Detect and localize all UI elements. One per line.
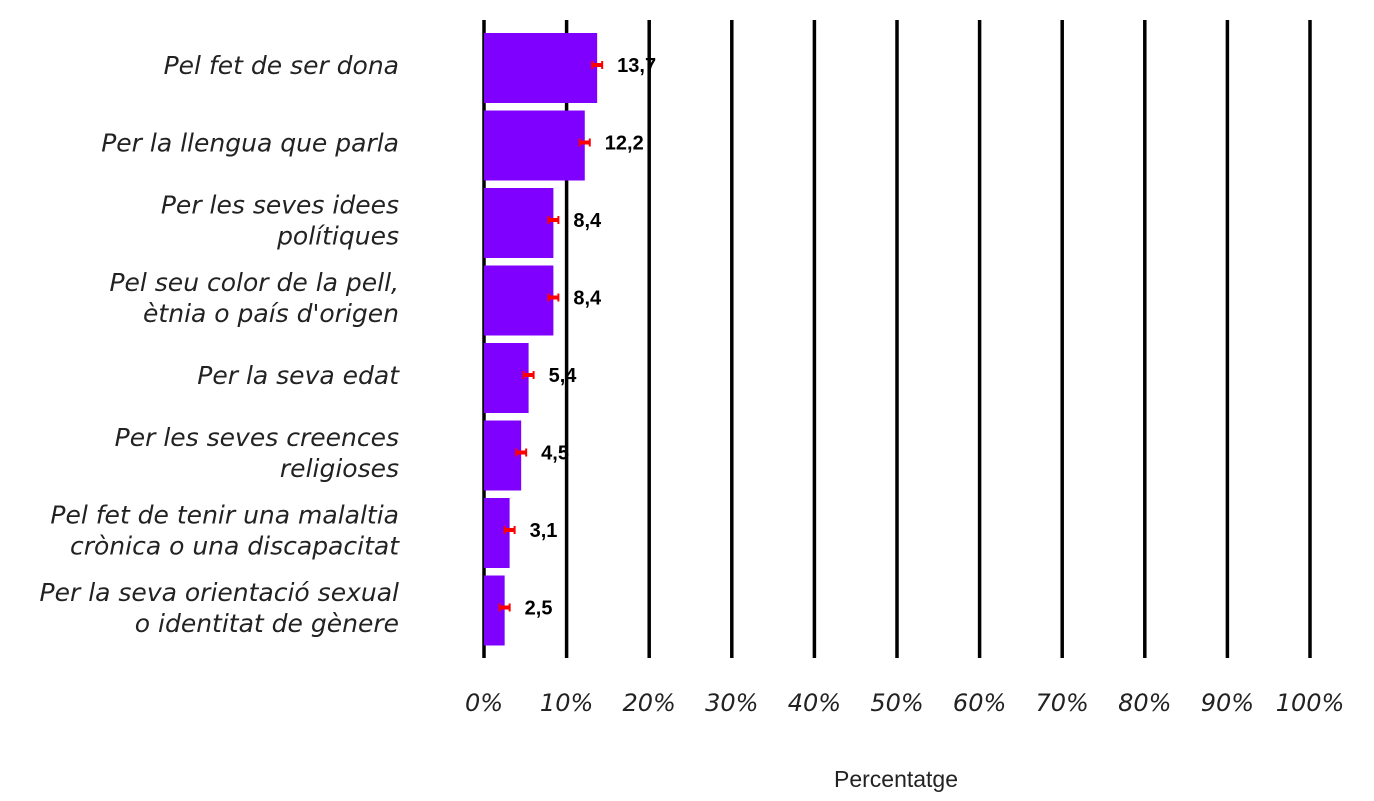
value-label: 12,2 [605, 133, 644, 155]
x-tick-labels: 0% 10% 20% 30% 40% 50% 60% 70% 80% 90% 100% [465, 689, 1344, 717]
error-bars [498, 61, 604, 612]
bar [484, 188, 554, 258]
x-tick-label: 70% [1036, 689, 1089, 717]
bar [484, 33, 598, 103]
category-label: Pel fet de tenir una malaltia crònica o u… [50, 501, 400, 561]
value-label: 4,5 [541, 443, 569, 465]
bar [484, 265, 554, 336]
error-bar [547, 293, 560, 302]
category-label-line: Pel fet de ser dona [164, 51, 399, 80]
value-labels: 13,7 12,2 8,4 8,4 5,4 4,5 3,1 2,5 [525, 55, 656, 620]
category-label-line: religioses [280, 454, 399, 483]
value-label: 2,5 [525, 598, 553, 620]
bar [484, 575, 505, 646]
error-bar [578, 138, 591, 147]
value-label: 5,4 [549, 365, 578, 387]
error-bar [522, 371, 535, 379]
x-tick-label: 10% [540, 689, 593, 717]
bar [484, 343, 529, 413]
value-label: 13,7 [617, 55, 656, 77]
category-label-line: Per la llengua que parla [101, 129, 399, 158]
error-bar [503, 526, 516, 534]
category-label: Per la seva edat [197, 361, 400, 390]
x-tick-label: 90% [1201, 689, 1254, 717]
category-label: Pel seu color de la pell, ètnia o país d'… [109, 268, 399, 328]
category-label: Per la seva orientació sexual o identitat… [40, 578, 400, 638]
value-label: 8,4 [573, 288, 602, 310]
error-bar [515, 448, 528, 457]
category-label-line: polítiques [276, 222, 399, 251]
x-tick-label: 60% [953, 689, 1006, 717]
x-tick-label: 40% [788, 689, 841, 717]
category-label-line: crònica o una discapacitat [70, 532, 400, 561]
error-bar [547, 216, 560, 224]
value-label: 3,1 [530, 520, 558, 542]
category-label-line: Pel fet de tenir una malaltia [50, 501, 399, 530]
x-tick-label: 0% [465, 689, 503, 717]
category-label: Pel fet de ser dona [164, 51, 399, 80]
category-label-line: Per les seves creences [115, 423, 399, 452]
category-label: Per la llengua que parla [101, 129, 399, 158]
category-label: Per les seves creences religioses [115, 423, 399, 483]
gridlines [482, 20, 1312, 658]
error-bar [591, 61, 604, 69]
category-label-line: Per la seva orientació sexual [40, 578, 400, 607]
value-label: 8,4 [573, 210, 602, 232]
bar [484, 498, 510, 568]
x-tick-label: 80% [1118, 689, 1171, 717]
category-label: Per les seves idees polítiques [161, 191, 399, 251]
bar [484, 110, 585, 181]
x-tick-label: 50% [870, 689, 923, 717]
category-label-line: Per la seva edat [197, 361, 400, 390]
category-label-line: o identitat de gènere [135, 609, 399, 638]
x-tick-label: 100% [1276, 689, 1345, 717]
category-label-line: Per les seves idees [161, 191, 399, 220]
bars [484, 33, 598, 646]
category-label-line: Pel seu color de la pell, [109, 268, 399, 297]
x-tick-label: 30% [705, 689, 758, 717]
x-axis-title: Percentatge [834, 766, 958, 792]
category-label-line: ètnia o país d'origen [143, 299, 399, 328]
category-labels: Pel fet de ser dona Per la llengua que pa… [40, 51, 401, 638]
x-tick-label: 20% [623, 689, 676, 717]
bar [484, 420, 522, 491]
error-bar [498, 603, 511, 612]
